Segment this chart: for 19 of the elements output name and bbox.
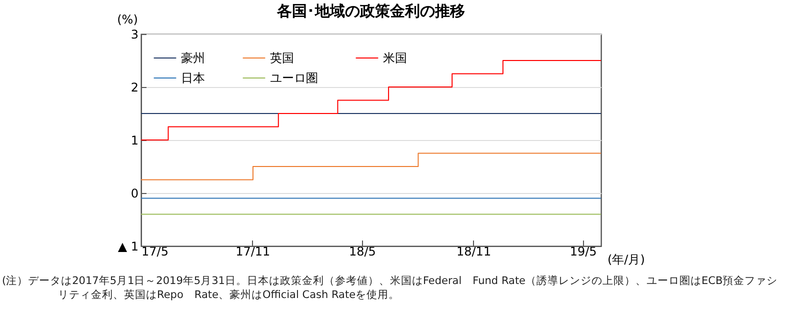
y-axis-title: (%) <box>117 12 138 26</box>
legend-label: ユーロ圏 <box>270 71 318 85</box>
x-tick-label: 19/5 <box>570 244 597 258</box>
legend-label: 米国 <box>383 51 407 65</box>
x-axis-title: (年/月) <box>608 252 645 266</box>
x-tick-label: 18/5 <box>348 244 376 258</box>
y-tick-label: 0 <box>130 186 138 200</box>
x-tick-label: 17/5 <box>142 244 168 258</box>
text: (注）データは2017年5月1日～2019年5月31日。日本は政策金利（参考値）、米国はFederal Fund Rate（誘導レンジの上限）、ユーロ圏はECB預金ファシリティ金利、英国はRepo Rate、豪州はOfficial Cash Rateを使用。 <box>2 274 779 302</box>
legend-label: 日本 <box>181 71 205 85</box>
y-tick-label: ▲ 1 <box>118 240 138 254</box>
y-tick-label: 1 <box>130 134 138 148</box>
y-tick-label: 2 <box>130 80 138 94</box>
y-tick-label: 3 <box>130 28 138 42</box>
legend-label: 英国 <box>270 51 294 65</box>
x-tick-label: 18/11 <box>456 244 492 258</box>
chart-title: 各国･地域の政策金利の推移 <box>276 2 465 20</box>
x-tick-label: 17/11 <box>236 244 270 258</box>
legend-label: 豪州 <box>181 51 205 65</box>
